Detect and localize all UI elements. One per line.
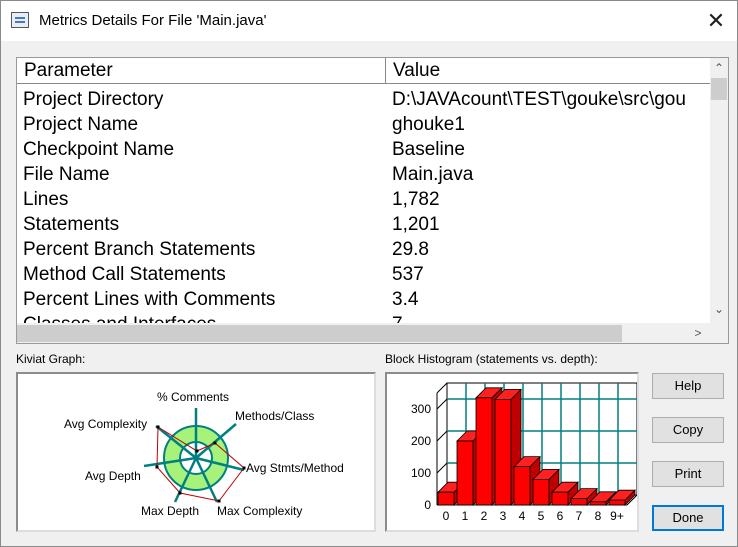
histogram-bar bbox=[532, 479, 550, 506]
value-cell: 537 bbox=[392, 264, 424, 285]
histogram-x-tick: 4 bbox=[519, 509, 526, 523]
histogram-x-tick: 5 bbox=[538, 509, 545, 523]
parameter-cell: Project Name bbox=[23, 114, 139, 135]
histogram-grid-tick bbox=[436, 462, 448, 474]
value-cell: 1,201 bbox=[392, 214, 440, 235]
block-histogram: 0 100 200 300 0 1 2 3 4 5 6 7 8 9+ bbox=[385, 372, 639, 532]
parameter-cell: File Name bbox=[23, 164, 110, 185]
kiviat-point bbox=[178, 491, 182, 495]
vertical-scroll-thumb[interactable] bbox=[711, 78, 727, 100]
kiviat-axis bbox=[143, 456, 197, 468]
histogram-x-tick: 8 bbox=[595, 509, 602, 523]
kiviat-point bbox=[213, 441, 217, 445]
value-cell: 1,782 bbox=[392, 189, 440, 210]
kiviat-polygon bbox=[156, 426, 245, 502]
kiviat-graph: % Comments Methods/Class Avg Stmts/Metho… bbox=[16, 372, 376, 532]
parameter-cell: Percent Branch Statements bbox=[23, 239, 256, 260]
histogram-x-tick: 0 bbox=[443, 509, 450, 523]
histogram-axis-edge bbox=[436, 382, 448, 394]
kiviat-axis bbox=[194, 457, 219, 503]
value-cell: Baseline bbox=[392, 139, 465, 160]
value-cell: 3.4 bbox=[392, 289, 419, 310]
done-button[interactable]: Done bbox=[652, 505, 724, 531]
kiviat-point bbox=[217, 499, 221, 503]
histogram-y-tick: 0 bbox=[424, 498, 431, 512]
histogram-x-tick: 1 bbox=[462, 509, 469, 523]
title-bar: Metrics Details For File 'Main.java' ✕ bbox=[1, 1, 737, 41]
metrics-table: Parameter Value Project Directory D:\JAVA… bbox=[16, 57, 729, 344]
histogram-bar bbox=[456, 440, 474, 506]
histogram-x-tick: 7 bbox=[576, 509, 583, 523]
parameter-cell: Statements bbox=[23, 214, 120, 235]
horizontal-scrollbar[interactable]: > bbox=[17, 323, 728, 343]
kiviat-point bbox=[156, 425, 160, 429]
histogram-x-tick: 3 bbox=[500, 509, 507, 523]
scroll-down-icon[interactable]: ⌄ bbox=[713, 302, 725, 316]
histogram-bar bbox=[513, 466, 531, 506]
kiviat-axis-label: Avg Stmts/Method bbox=[246, 461, 344, 475]
kiviat-axis bbox=[155, 425, 197, 459]
histogram-y-tick: 100 bbox=[411, 466, 431, 480]
print-button[interactable]: Print bbox=[652, 461, 724, 487]
histogram-bar bbox=[475, 397, 493, 506]
histogram-bar bbox=[608, 499, 626, 506]
kiviat-axis-label: Avg Complexity bbox=[64, 417, 148, 431]
value-cell: ghouke1 bbox=[392, 114, 465, 135]
histogram-grid-tick bbox=[436, 430, 448, 442]
histogram-axis-edge bbox=[626, 494, 637, 506]
parameter-cell: Project Directory bbox=[23, 89, 164, 110]
scroll-right-icon[interactable]: > bbox=[694, 326, 702, 340]
window-title: Metrics Details For File 'Main.java' bbox=[39, 12, 267, 29]
histogram-grid-tick bbox=[436, 398, 448, 410]
histogram-bar bbox=[589, 501, 607, 506]
vertical-scrollbar[interactable]: ⌃ ⌄ bbox=[710, 58, 728, 323]
value-cell: 29.8 bbox=[392, 239, 429, 260]
copy-button[interactable]: Copy bbox=[652, 417, 724, 443]
help-button[interactable]: Help bbox=[652, 373, 724, 399]
column-header-parameter[interactable]: Parameter bbox=[17, 58, 386, 84]
kiviat-axis bbox=[195, 423, 237, 459]
column-header-value[interactable]: Value bbox=[386, 58, 710, 84]
value-cell: D:\JAVAcount\TEST\gouke\src\gou bbox=[392, 89, 686, 110]
histogram-bar bbox=[570, 498, 588, 506]
close-button[interactable]: ✕ bbox=[706, 8, 726, 33]
kiviat-axis-label: % Comments bbox=[157, 390, 230, 404]
kiviat-point bbox=[195, 449, 199, 453]
kiviat-axis-label: Avg Depth bbox=[85, 469, 141, 483]
parameter-cell: Method Call Statements bbox=[23, 264, 226, 285]
histogram-bar bbox=[494, 398, 512, 506]
histogram-label: Block Histogram (statements vs. depth): bbox=[385, 352, 598, 366]
kiviat-point bbox=[242, 466, 246, 470]
histogram-bar bbox=[551, 491, 569, 506]
kiviat-axis-label: Max Depth bbox=[141, 504, 200, 518]
kiviat-point bbox=[155, 465, 159, 469]
parameter-cell: Lines bbox=[23, 189, 69, 210]
histogram-x-tick: 6 bbox=[557, 509, 564, 523]
kiviat-axis-label: Methods/Class bbox=[235, 409, 315, 423]
parameter-cell: Checkpoint Name bbox=[23, 139, 175, 160]
kiviat-label: Kiviat Graph: bbox=[16, 352, 86, 366]
parameter-cell: Percent Lines with Comments bbox=[23, 289, 276, 310]
kiviat-axis bbox=[173, 457, 198, 503]
histogram-x-tick: 2 bbox=[481, 509, 488, 523]
histogram-bar bbox=[437, 491, 455, 506]
histogram-y-tick: 300 bbox=[411, 402, 431, 416]
kiviat-axis-label: Max Complexity bbox=[217, 504, 303, 518]
histogram-y-tick: 200 bbox=[411, 434, 431, 448]
histogram-x-tick: 9+ bbox=[610, 509, 624, 523]
app-icon bbox=[11, 12, 29, 28]
scroll-up-icon[interactable]: ⌃ bbox=[713, 61, 725, 75]
value-cell: Main.java bbox=[392, 164, 474, 185]
kiviat-axis bbox=[195, 456, 245, 472]
horizontal-scroll-thumb[interactable] bbox=[17, 325, 622, 342]
